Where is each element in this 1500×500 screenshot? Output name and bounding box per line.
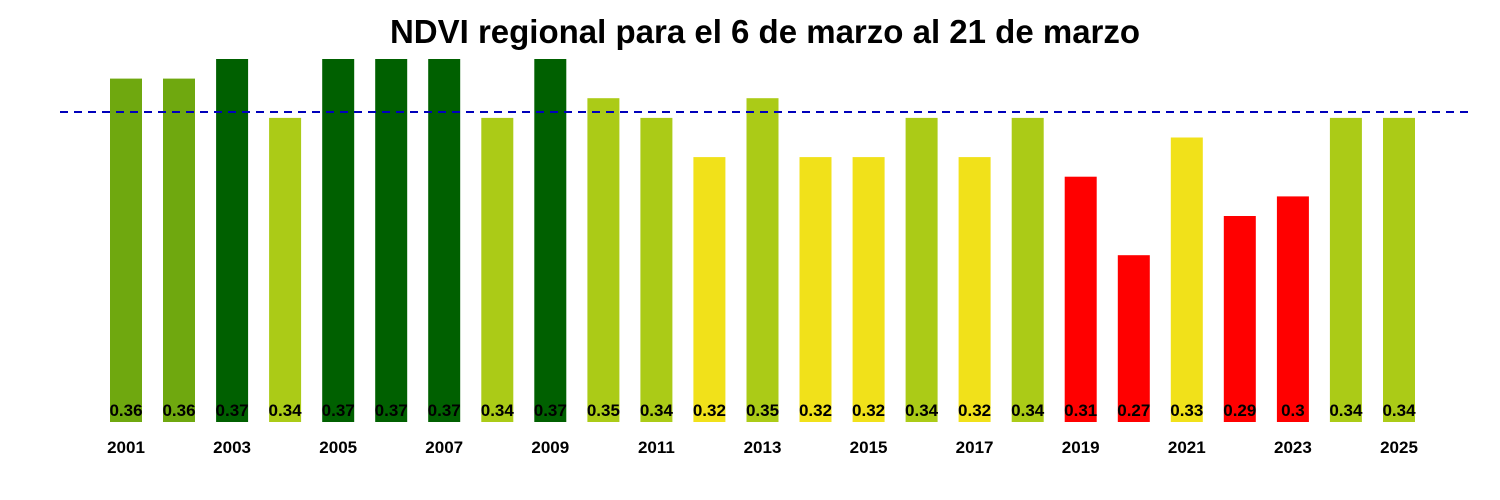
bar-2007 <box>428 59 461 422</box>
value-label-2012: 0.32 <box>693 401 726 420</box>
bar-2006 <box>375 59 408 422</box>
bar-2008 <box>481 117 514 423</box>
value-label-2016: 0.34 <box>905 401 939 420</box>
value-label-2017: 0.32 <box>958 401 991 420</box>
value-label-2021: 0.33 <box>1170 401 1203 420</box>
bar-2004 <box>269 117 302 423</box>
bar-2024 <box>1329 117 1362 423</box>
x-tick-label-2003: 2003 <box>213 438 251 457</box>
bar-2018 <box>1011 117 1044 423</box>
bar-2020 <box>1117 255 1150 422</box>
bar-2019 <box>1064 176 1097 422</box>
value-label-2007: 0.37 <box>428 401 461 420</box>
bar-2002 <box>163 78 195 422</box>
bar-2022 <box>1223 216 1256 422</box>
x-tick-label-2009: 2009 <box>531 438 569 457</box>
bar-2009 <box>534 59 567 422</box>
value-label-2013: 0.35 <box>746 401 779 420</box>
chart-title: NDVI regional para el 6 de marzo al 21 d… <box>390 13 1140 50</box>
value-label-2014: 0.32 <box>799 401 832 420</box>
bar-2016 <box>905 117 938 423</box>
value-label-2011: 0.34 <box>640 401 674 420</box>
bar-2023 <box>1276 196 1309 422</box>
x-tick-labels-group: 2001 2003 2005 2007 2009 2011 2013 2015 2017 2019… <box>107 438 1418 457</box>
bar-2025 <box>1383 117 1415 423</box>
x-tick-label-2005: 2005 <box>319 438 357 457</box>
bar-2003 <box>216 59 249 422</box>
bar-2013 <box>746 98 779 422</box>
x-tick-label-2025: 2025 <box>1380 438 1418 457</box>
x-tick-label-2015: 2015 <box>850 438 888 457</box>
value-label-2010: 0.35 <box>587 401 620 420</box>
x-tick-label-2023: 2023 <box>1274 438 1312 457</box>
bar-2010 <box>587 98 620 422</box>
x-tick-label-2013: 2013 <box>744 438 782 457</box>
bar-2011 <box>640 117 673 423</box>
bar-2012 <box>693 157 726 422</box>
bars-group <box>110 59 1415 423</box>
bar-2014 <box>799 157 832 422</box>
value-label-2020: 0.27 <box>1117 401 1150 420</box>
bar-2021 <box>1170 137 1203 422</box>
value-label-2022: 0.29 <box>1223 401 1256 420</box>
value-label-2023: 0.3 <box>1281 401 1305 420</box>
x-tick-label-2021: 2021 <box>1168 438 1206 457</box>
value-label-2005: 0.37 <box>322 401 355 420</box>
value-label-2002: 0.36 <box>162 401 195 420</box>
x-tick-label-2017: 2017 <box>956 438 994 457</box>
bar-2001 <box>110 78 142 422</box>
x-tick-label-2007: 2007 <box>425 438 463 457</box>
value-label-2018: 0.34 <box>1011 401 1045 420</box>
value-label-2004: 0.34 <box>269 401 303 420</box>
value-label-2008: 0.34 <box>481 401 515 420</box>
value-label-2009: 0.37 <box>534 401 567 420</box>
bar-2015 <box>852 157 885 422</box>
value-label-2006: 0.37 <box>375 401 408 420</box>
value-label-2025: 0.34 <box>1382 401 1416 420</box>
value-label-2019: 0.31 <box>1064 401 1097 420</box>
value-label-2001: 0.36 <box>109 401 142 420</box>
x-tick-label-2011: 2011 <box>638 438 675 457</box>
value-label-2024: 0.34 <box>1329 401 1363 420</box>
x-tick-label-2001: 2001 <box>107 438 145 457</box>
value-labels-group: 0.36 0.36 0.37 0.34 0.37 0.37 0.37 0.34 0.37 0.35… <box>109 401 1416 420</box>
x-tick-label-2019: 2019 <box>1062 438 1100 457</box>
bar-2005 <box>322 59 355 422</box>
bar-2017 <box>958 157 991 422</box>
value-label-2015: 0.32 <box>852 401 885 420</box>
value-label-2003: 0.37 <box>216 401 249 420</box>
